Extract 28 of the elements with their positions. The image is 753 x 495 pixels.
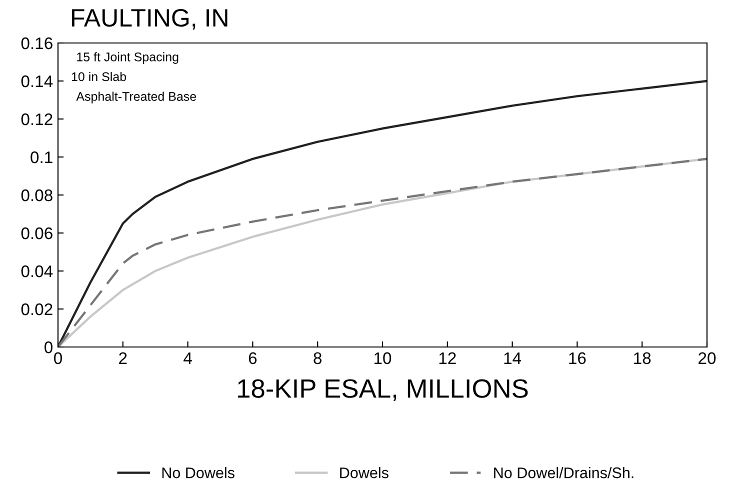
y-tick-label: 0.06	[21, 227, 52, 240]
annotation: Asphalt-Treated Base	[76, 92, 196, 104]
legend-label: No Dowels	[162, 467, 234, 478]
legend-label: Dowels	[340, 467, 388, 478]
annotation: 10 in Slab	[72, 72, 126, 82]
x-tick-label: 10	[374, 352, 392, 364]
y-tick-label: 0	[44, 341, 52, 354]
x-tick-label: 16	[569, 352, 586, 364]
x-tick-label: 2	[119, 352, 127, 364]
x-axis-title: 18-KIP ESAL, MILLIONS	[238, 379, 528, 402]
y-tick-label: 0.02	[21, 303, 52, 316]
chart-title: FAULTING, IN	[72, 9, 228, 30]
y-tick-label: 0.12	[21, 113, 52, 126]
x-tick-label: 4	[184, 352, 192, 364]
x-tick-label: 12	[439, 352, 456, 364]
x-tick-label: 20	[698, 352, 716, 364]
x-tick-label: 18	[634, 352, 651, 364]
x-tick-label: 14	[504, 352, 522, 364]
legend-label: No Dowel/Drains/Sh.	[494, 467, 634, 478]
x-tick-label: 8	[314, 352, 322, 364]
x-tick-label: 0	[54, 352, 62, 364]
y-tick-label: 0.08	[21, 189, 52, 202]
y-tick-label: 0.16	[21, 37, 52, 50]
x-tick-label: 6	[248, 352, 257, 364]
y-tick-label: 0.04	[21, 265, 53, 278]
annotation: 15 ft Joint Spacing	[77, 52, 178, 64]
y-tick-label: 0.14	[21, 75, 53, 88]
y-tick-label: 0.1	[30, 151, 52, 164]
